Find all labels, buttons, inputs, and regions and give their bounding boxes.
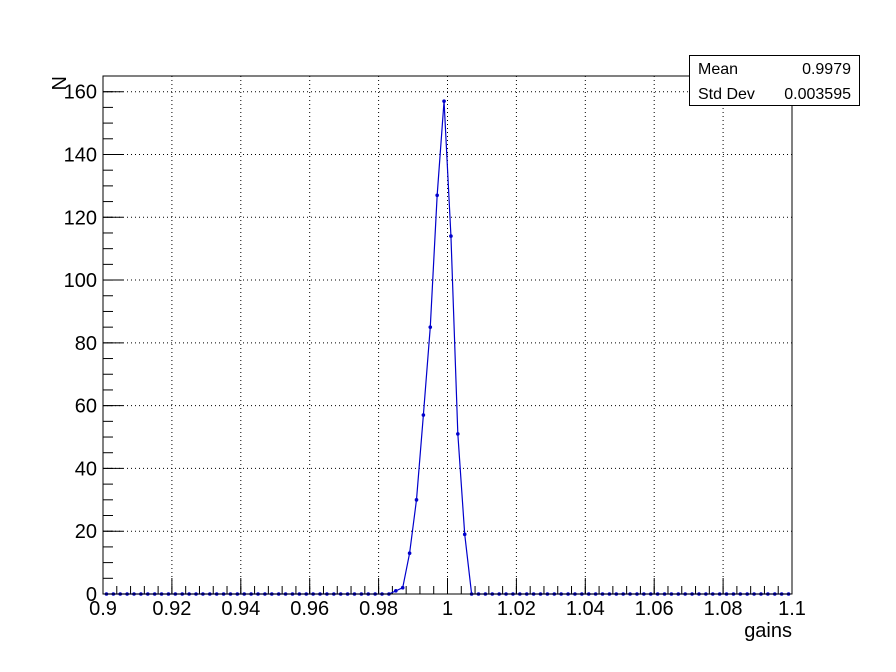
y-tick-label: 160 [64,82,97,104]
y-tick-label: 20 [75,521,97,543]
y-tick-label: 140 [64,144,97,166]
x-axis-title: gains [744,620,792,642]
data-point [407,551,412,555]
data-point [414,498,419,502]
x-tick-label: 0.96 [290,598,329,620]
y-tick-label: 40 [75,458,97,480]
y-tick-label: 0 [86,584,97,606]
data-point [428,325,433,329]
stat-mean-value: 0.9979 [802,61,851,78]
data-point [435,193,439,198]
x-tick-label: 1.08 [704,598,743,620]
stat-std-dev-value: 0.003595 [784,86,851,103]
x-tick-label: 1.06 [635,598,674,620]
data-point [400,585,405,590]
x-tick-labels: 0.9 0.92 0.94 0.96 0.98 1 1.02 1.04 1.06 1.08 1.1 [89,598,806,620]
y-axis-title: N [49,76,71,90]
plot-frame [102,75,793,595]
stat-mean-label: Mean [698,61,739,78]
x-tick-label: 0.9 [89,598,117,620]
x-tick-label: 1 [442,598,453,620]
data-point [449,234,453,238]
x-tick-label: 0.98 [359,598,398,620]
stats-box: Mean 0.9979 Std Dev 0.003595 [689,55,860,106]
stat-row-std-dev: Std Dev 0.003595 [698,83,851,107]
x-tick-label: 0.94 [221,598,260,620]
x-tick-label: 1.04 [566,598,605,620]
stat-std-dev-label: Std Dev [698,86,755,103]
x-tick-label: 0.92 [152,598,191,620]
grid-lines [103,76,792,594]
data-point [456,432,460,436]
data-point [421,413,426,417]
data-point [462,532,467,537]
y-tick-label: 80 [75,333,97,355]
y-tick-label: 100 [64,270,97,292]
x-tick-label: 1.02 [497,598,536,620]
y-tick-labels: 0 20 40 60 80 100 120 140 160 [64,82,97,606]
y-tick-label: 60 [75,396,97,418]
x-tick-label: 1.1 [778,598,806,620]
data-point [442,99,446,103]
data-point [394,589,398,593]
y-tick-label: 120 [64,207,97,229]
data-series [104,99,791,596]
stat-row-mean: Mean 0.9979 [698,58,851,82]
